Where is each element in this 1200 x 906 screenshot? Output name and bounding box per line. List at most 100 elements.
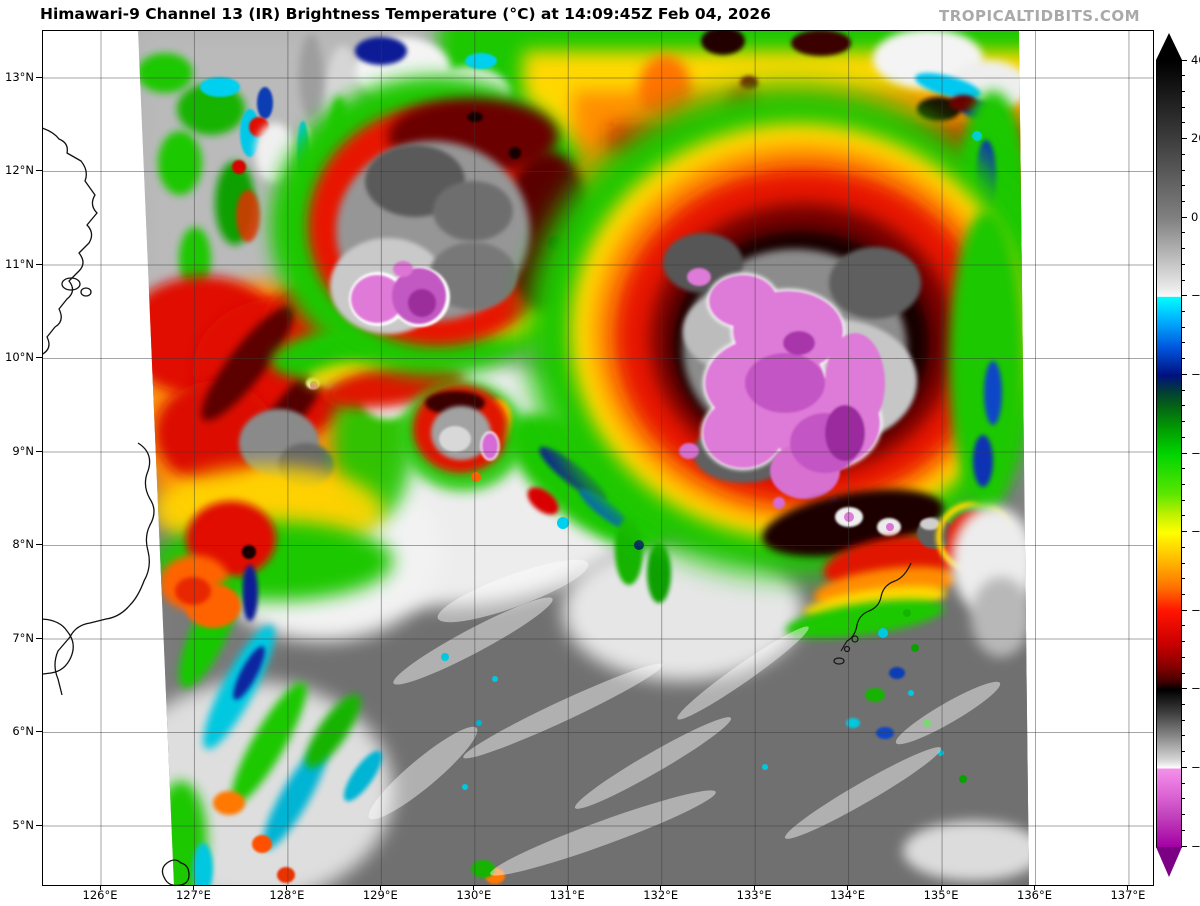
colorbar-major-tick — [1181, 688, 1187, 690]
colorbar-minor-tick — [1181, 232, 1185, 234]
colorbar-tick-label: 0 — [1191, 209, 1199, 224]
x-axis-label: 127°E — [175, 888, 211, 902]
colorbar-minor-tick — [1181, 562, 1185, 564]
colorbar-minor-tick — [1181, 263, 1185, 265]
x-axis-label: 131°E — [549, 888, 585, 902]
x-axis-tick — [1127, 885, 1129, 890]
colorbar-tick-label: 40 — [1191, 52, 1200, 67]
colorbar-major-tick — [1181, 373, 1187, 375]
y-axis-tick — [36, 824, 42, 826]
colorbar-tick-label: −80 — [1191, 759, 1200, 774]
x-axis-tick — [940, 885, 942, 890]
colorbar-minor-tick — [1181, 185, 1185, 187]
x-axis-label: 133°E — [736, 888, 772, 902]
y-axis-tick — [36, 170, 42, 171]
colorbar — [1156, 60, 1182, 848]
colorbar-tick-label: −30 — [1191, 366, 1200, 381]
colorbar-minor-tick — [1181, 625, 1185, 627]
y-axis-label: 5°N — [12, 817, 34, 832]
colorbar-major-tick — [1181, 138, 1187, 140]
figure-title: Himawari-9 Channel 13 (IR) Brightness Te… — [40, 5, 771, 23]
x-axis-tick — [379, 885, 381, 890]
y-axis-tick — [36, 731, 42, 732]
x-axis-tick — [473, 885, 475, 890]
y-axis-label: 10°N — [5, 350, 34, 364]
colorbar-minor-tick — [1181, 153, 1185, 155]
colorbar-minor-tick — [1181, 326, 1185, 328]
colorbar-major-tick — [1181, 216, 1187, 218]
y-axis-label: 7°N — [12, 630, 34, 645]
colorbar-minor-tick — [1181, 169, 1185, 171]
x-axis-label: 129°E — [362, 888, 398, 902]
colorbar-minor-tick — [1181, 342, 1185, 344]
colorbar-major-tick — [1181, 609, 1187, 611]
colorbar-major-tick — [1181, 295, 1187, 297]
colorbar-major-tick — [1181, 59, 1187, 61]
x-axis-tick — [660, 885, 662, 890]
y-axis-label: 8°N — [12, 537, 34, 551]
colorbar-tick-label: −20 — [1191, 288, 1200, 303]
y-axis-tick — [36, 76, 42, 78]
colorbar-minor-tick — [1181, 672, 1185, 674]
y-axis-tick — [36, 450, 42, 452]
colorbar-tick-label: −90 — [1191, 838, 1200, 853]
colorbar-minor-tick — [1181, 200, 1185, 202]
colorbar-minor-tick — [1181, 468, 1185, 470]
y-axis-label: 12°N — [5, 163, 34, 177]
x-axis-label: 132°E — [643, 888, 679, 902]
colorbar-minor-tick — [1181, 90, 1185, 92]
y-axis-label: 6°N — [12, 724, 34, 738]
x-axis-label: 137°E — [1110, 888, 1146, 902]
x-axis-label: 134°E — [830, 888, 866, 902]
x-axis-tick — [753, 885, 755, 890]
x-axis-tick — [192, 885, 194, 890]
colorbar-minor-tick — [1181, 751, 1185, 753]
colorbar-tick-label: −40 — [1191, 445, 1200, 460]
colorbar-minor-tick — [1181, 641, 1185, 643]
colorbar-minor-tick — [1181, 122, 1185, 124]
colorbar-minor-tick — [1181, 279, 1185, 281]
satellite-data-swath — [138, 31, 1029, 885]
x-axis-label: 135°E — [923, 888, 959, 902]
colorbar-upper-arrow — [1156, 33, 1182, 60]
colorbar-tick-label: −60 — [1191, 602, 1200, 617]
colorbar-minor-tick — [1181, 515, 1185, 517]
colorbar-major-tick — [1181, 531, 1187, 533]
colorbar-minor-tick — [1181, 735, 1185, 737]
colorbar-minor-tick — [1181, 782, 1185, 784]
colorbar-tick-label: −70 — [1191, 681, 1200, 696]
colorbar-minor-tick — [1181, 499, 1185, 501]
colorbar-minor-tick — [1181, 578, 1185, 580]
grid-lines — [43, 31, 1153, 885]
y-axis-label: 11°N — [5, 256, 34, 271]
colorbar-lower-arrow — [1156, 847, 1182, 877]
colorbar-minor-tick — [1181, 704, 1185, 706]
y-axis-tick — [36, 637, 42, 639]
y-axis-tick — [36, 263, 42, 265]
y-axis-tick — [36, 357, 42, 358]
x-axis-label: 128°E — [269, 888, 305, 902]
x-axis-tick — [286, 885, 288, 890]
colorbar-minor-tick — [1181, 75, 1185, 77]
colorbar-minor-tick — [1181, 593, 1185, 595]
colorbar-minor-tick — [1181, 483, 1185, 485]
x-axis-tick — [1034, 885, 1035, 890]
x-axis-label: 126°E — [82, 888, 118, 902]
colorbar-tick-label: 20 — [1191, 131, 1200, 146]
colorbar-minor-tick — [1181, 798, 1185, 800]
coastline — [43, 127, 190, 885]
satellite-imagery — [43, 31, 1153, 885]
x-axis-tick — [847, 885, 849, 890]
colorbar-minor-tick — [1181, 405, 1185, 407]
colorbar-minor-tick — [1181, 389, 1185, 391]
colorbar-minor-tick — [1181, 106, 1185, 108]
site-watermark: TROPICALTIDBITS.COM — [939, 7, 1140, 25]
colorbar-minor-tick — [1181, 656, 1185, 658]
colorbar-minor-tick — [1181, 358, 1185, 360]
y-axis-label: 13°N — [5, 69, 34, 84]
coastline-palau — [833, 562, 912, 665]
colorbar-major-tick — [1181, 845, 1187, 847]
y-axis-label: 9°N — [12, 443, 34, 458]
x-axis-tick — [99, 885, 101, 890]
